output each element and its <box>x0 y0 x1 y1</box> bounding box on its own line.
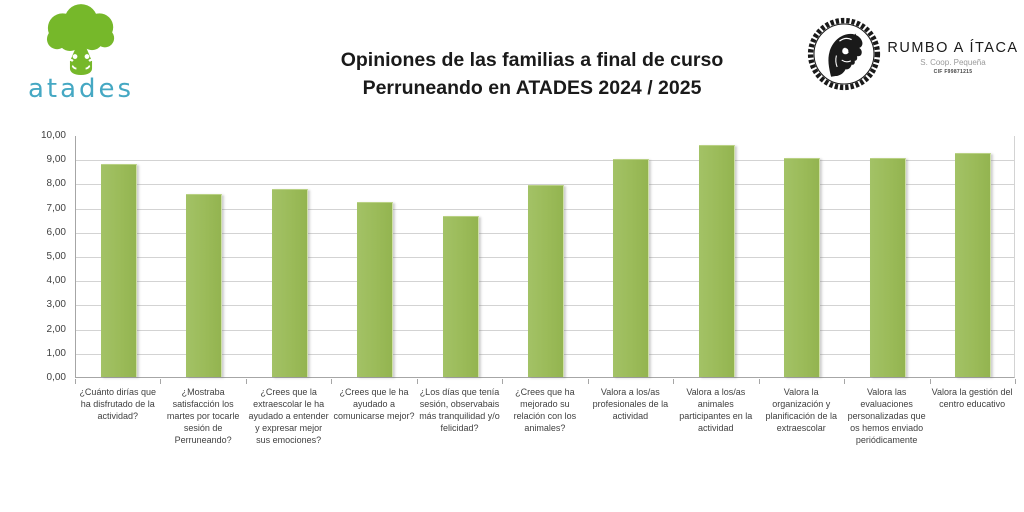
y-axis-label: 7,00 <box>46 202 66 214</box>
bar <box>698 144 735 377</box>
gridline <box>76 160 1014 162</box>
stamp-name: RUMBO A ÍTACA <box>887 40 1019 56</box>
stamp-subtitle: S. Coop. Pequeña <box>920 58 986 67</box>
plot-area <box>75 136 1015 378</box>
bar <box>869 158 906 377</box>
x-axis-label: ¿Crees que la extraescolar le ha ayudado… <box>248 387 329 445</box>
bar-chart: 10,00 9,00 8,00 7,00 6,00 5,00 4,00 3,00 2,00 1,0… <box>0 120 1024 500</box>
x-axis-tick <box>929 379 931 384</box>
x-axis-label: Valora las evaluaciones personalizadas q… <box>847 387 926 445</box>
x-axis-label: Valora la gestión del centro educativo <box>931 387 1013 409</box>
x-axis-tick <box>758 379 760 384</box>
x-axis-tick <box>331 379 333 384</box>
x-axis-tick <box>160 379 162 384</box>
x-axis-tick <box>1015 379 1016 384</box>
x-axis-label: ¿Cuánto dirías que ha disfrutado de la a… <box>79 387 156 421</box>
bar <box>100 164 137 377</box>
x-axis-tick <box>245 379 247 384</box>
x-axis-tick <box>673 379 675 384</box>
x-axis-tick <box>844 379 846 384</box>
y-axis-label: 2,00 <box>46 323 66 335</box>
y-axis-label: 4,00 <box>46 275 66 287</box>
y-axis-label: 9,00 <box>46 154 66 166</box>
stamp-text: RUMBO A ÍTACA S. Coop. Pequeña CIF F9987… <box>886 40 1020 75</box>
x-axis-labels: ¿Cuánto dirías que ha disfrutado de la a… <box>75 386 1015 446</box>
y-axis-label: 10,00 <box>40 130 66 141</box>
bar <box>528 184 564 377</box>
bar <box>271 189 308 377</box>
y-axis-label: 3,00 <box>46 299 66 311</box>
title-line-1: Opiniones de las familias a final de cur… <box>340 49 724 71</box>
title-line-2: Perruneando en ATADES 2024 / 2025 <box>362 77 702 99</box>
x-axis-label: Valora la organización y planificación d… <box>765 387 837 433</box>
x-axis-label: ¿Los días que tenía sesión, observabais … <box>419 387 500 433</box>
atades-tree-icon <box>46 4 115 75</box>
y-axis-label: 8,00 <box>46 178 66 190</box>
bar <box>955 153 992 377</box>
y-axis-label: 5,00 <box>46 251 66 262</box>
y-axis-label: 0,00 <box>46 372 66 383</box>
x-axis-tick <box>502 379 504 384</box>
atades-logo: atades <box>25 4 137 104</box>
x-axis-tick <box>587 379 589 384</box>
bar <box>357 201 394 377</box>
bar <box>186 194 223 377</box>
atades-wordmark: atades <box>27 74 135 104</box>
x-axis-tick <box>75 379 76 384</box>
page-title: Opiniones de las familias a final de cur… <box>0 46 1024 102</box>
bar <box>613 159 650 377</box>
y-axis-label: 6,00 <box>46 226 66 238</box>
rumbo-a-itaca-stamp-icon <box>807 17 881 91</box>
x-axis-label: Valora a los/as animales participantes e… <box>679 387 753 433</box>
x-axis-label: Valora a los/as profesionales de la acti… <box>592 387 669 421</box>
x-axis-label: ¿Mostraba satisfacción los martes por to… <box>166 387 240 445</box>
rumbo-a-itaca-logo: RUMBO A ÍTACA S. Coop. Pequeña CIF F9987… <box>806 12 1020 98</box>
bar <box>442 216 479 377</box>
y-axis-label: 1,00 <box>46 347 66 359</box>
x-axis-label: ¿Crees que le ha ayudado a comunicarse m… <box>333 387 415 421</box>
stamp-cif: CIF F99871215 <box>933 69 973 75</box>
x-axis-label: ¿Crees que ha mejorado su relación con l… <box>513 387 577 433</box>
x-axis-tick <box>416 379 418 384</box>
bar <box>784 158 821 377</box>
